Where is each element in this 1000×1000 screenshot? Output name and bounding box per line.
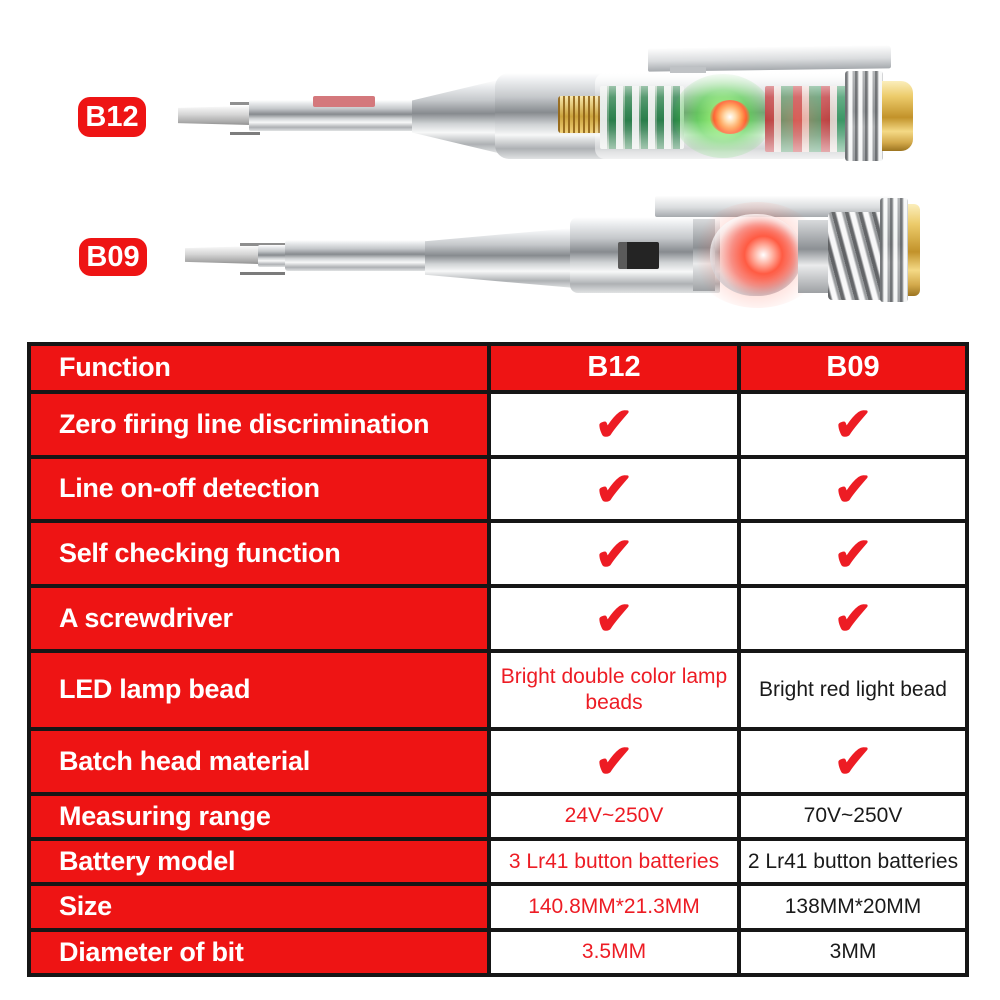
table-header-row: Function B12 B09 bbox=[27, 342, 969, 394]
b09-pen-cone bbox=[425, 228, 575, 288]
b09-pen-sleeve bbox=[285, 240, 427, 271]
b12-check-cell: ✔ bbox=[487, 389, 741, 459]
row-label-cell: Self checking function bbox=[27, 519, 491, 588]
function-header-cell: Function bbox=[27, 342, 491, 394]
comparison-table: Function B12 B09 Zero firing line discri… bbox=[27, 342, 969, 978]
b09-value-cell: 2 Lr41 button batteries bbox=[737, 836, 969, 887]
table-row: Size 140.8MM*21.3MM 138MM*20MM bbox=[27, 882, 969, 932]
b09-screwdriver-blade bbox=[185, 246, 259, 264]
b12-check-cell: ✔ bbox=[487, 454, 741, 524]
row-label-cell: Batch head material bbox=[27, 727, 491, 796]
b09-cap-ribbed-ring bbox=[880, 198, 908, 302]
b12-value-cell: 24V~250V bbox=[487, 791, 741, 842]
b12-blade-fork bbox=[230, 102, 260, 135]
b09-glass-bulb bbox=[710, 214, 802, 296]
b09-value-cell: 70V~250V bbox=[737, 791, 969, 842]
b09-check-cell: ✔ bbox=[737, 727, 969, 796]
b09-collar bbox=[798, 220, 832, 293]
b12-cap-ribbed-ring bbox=[845, 71, 883, 161]
table-row: A screwdriver ✔ ✔ bbox=[27, 584, 969, 653]
b12-value-cell: 140.8MM*21.3MM bbox=[487, 882, 741, 932]
b09-blade-fork bbox=[240, 243, 285, 275]
b09-pen-clip bbox=[655, 196, 893, 217]
row-label-cell: Line on-off detection bbox=[27, 454, 491, 524]
b09-check-cell: ✔ bbox=[737, 584, 969, 653]
b12-check-cell: ✔ bbox=[487, 727, 741, 796]
b09-spring bbox=[828, 212, 886, 300]
table-row: Diameter of bit 3.5MM 3MM bbox=[27, 927, 969, 978]
table-row: Zero firing line discrimination ✔ ✔ bbox=[27, 389, 969, 459]
b09-value-cell: Bright red light bead bbox=[737, 648, 969, 732]
table-row: Self checking function ✔ ✔ bbox=[27, 519, 969, 588]
b09-value-cell: 138MM*20MM bbox=[737, 882, 969, 932]
table-row: Batch head material ✔ ✔ bbox=[27, 727, 969, 796]
row-label-cell: Measuring range bbox=[27, 791, 491, 842]
b12-shaft-red-stripe bbox=[313, 96, 375, 107]
table-row: Line on-off detection ✔ ✔ bbox=[27, 454, 969, 524]
b09-check-cell: ✔ bbox=[737, 454, 969, 524]
b12-glass-sheen bbox=[595, 73, 850, 159]
row-label-cell: A screwdriver bbox=[27, 584, 491, 653]
b12-value-cell: 3 Lr41 button batteries bbox=[487, 836, 741, 887]
row-label-cell: LED lamp bead bbox=[27, 648, 491, 732]
b12-gold-end-cap bbox=[882, 81, 913, 151]
b09-header-cell: B09 bbox=[737, 342, 969, 394]
row-label-cell: Zero firing line discrimination bbox=[27, 389, 491, 459]
b09-ring bbox=[693, 219, 715, 291]
b12-pen-cone bbox=[412, 80, 498, 153]
table-row: Measuring range 24V~250V 70V~250V bbox=[27, 791, 969, 842]
b09-check-cell: ✔ bbox=[737, 519, 969, 588]
row-label-cell: Size bbox=[27, 882, 491, 932]
row-label-cell: Battery model bbox=[27, 836, 491, 887]
row-label-cell: Diameter of bit bbox=[27, 927, 491, 978]
table-row: LED lamp bead Bright double color lamp b… bbox=[27, 648, 969, 732]
b12-label-badge: B12 bbox=[78, 97, 146, 137]
b09-switch bbox=[618, 242, 659, 269]
b12-value-cell: 3.5MM bbox=[487, 927, 741, 978]
b09-value-cell: 3MM bbox=[737, 927, 969, 978]
b12-value-cell: Bright double color lamp beads bbox=[487, 648, 741, 732]
b12-header-cell: B12 bbox=[487, 342, 741, 394]
b12-screwdriver-blade bbox=[178, 106, 251, 125]
b09-check-cell: ✔ bbox=[737, 389, 969, 459]
b09-label-badge: B09 bbox=[79, 238, 147, 276]
b12-check-cell: ✔ bbox=[487, 519, 741, 588]
b12-check-cell: ✔ bbox=[487, 584, 741, 653]
b09-pen-image bbox=[180, 190, 925, 320]
b09-gold-ring bbox=[908, 204, 920, 296]
table-row: Battery model 3 Lr41 button batteries 2 … bbox=[27, 836, 969, 887]
b12-pen-image bbox=[175, 40, 915, 165]
